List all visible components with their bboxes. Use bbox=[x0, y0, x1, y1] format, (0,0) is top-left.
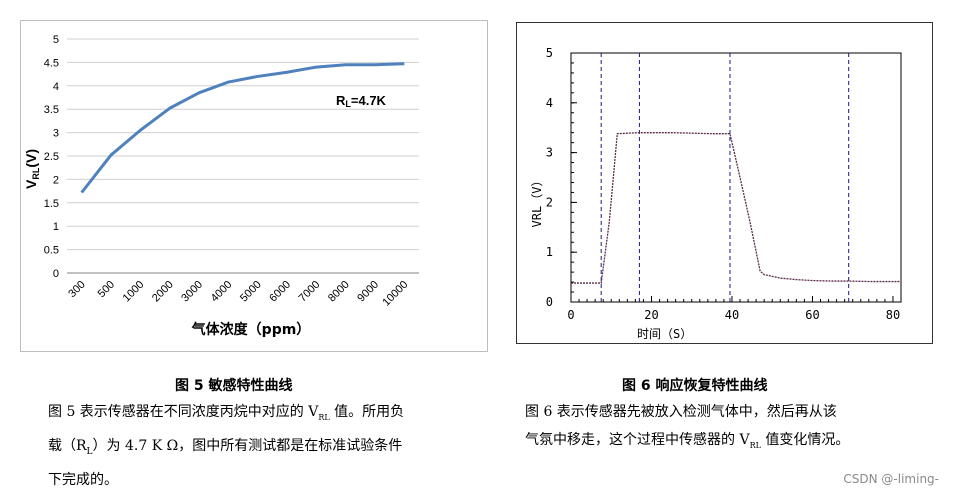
x-axis-label-right: 时间（S） bbox=[637, 327, 692, 341]
x-tick-label-left: 2000 bbox=[150, 279, 176, 305]
x-tick-label-left: 500 bbox=[96, 279, 117, 300]
caption-body-left: 图 5 表示传感器在不同浓度丙烷中对应的 VRL 值。所用负 载（RL）为 4.… bbox=[48, 398, 468, 494]
y-tick-label-right: 2 bbox=[546, 195, 553, 209]
x-tick-label-left: 9000 bbox=[355, 279, 381, 305]
chart-right-panel: 0 1 2 3 4 5 0 20 40 60 80 VRL（V） 时间（S） bbox=[516, 22, 933, 344]
y-tick-label-left: 4 bbox=[53, 81, 59, 93]
x-tick-label-left: 10000 bbox=[380, 279, 410, 309]
chart-left-svg: 0 0.5 1 1.5 2 2.5 3 3.5 4 4.5 5 300 500 1000 2000 3000… bbox=[23, 34, 419, 338]
x-tick-label-right: 80 bbox=[886, 308, 900, 322]
y-tick-label-right: 3 bbox=[546, 146, 553, 160]
y-tick-label-right: 1 bbox=[546, 245, 553, 259]
caption-right-line-1: 图 6 表示传感器先被放入检测气体中，然后再从该 bbox=[525, 404, 837, 420]
x-tick-label-left: 300 bbox=[66, 279, 87, 300]
caption-body-right: 图 6 表示传感器先被放入检测气体中，然后再从该 气氛中移走，这个过程中传感器的… bbox=[525, 398, 935, 460]
y-axis-label-left: VRL(V) bbox=[23, 149, 41, 189]
plot-frame-right bbox=[570, 52, 902, 303]
y-tick-label-left: 1.5 bbox=[44, 198, 59, 210]
series-line-right bbox=[571, 132, 901, 284]
y-tick-label-right: 5 bbox=[546, 46, 553, 60]
y-tick-label-left: 4.5 bbox=[44, 57, 59, 69]
x-axis-label-left: 气体浓度（ppm） bbox=[191, 321, 311, 338]
y-tick-label-left: 3.5 bbox=[44, 104, 59, 116]
x-tick-label-left: 3000 bbox=[179, 279, 205, 305]
caption-right-line-2: 气氛中移走，这个过程中传感器的 VRL 值变化情况。 bbox=[525, 432, 850, 450]
y-tick-label-left: 0.5 bbox=[44, 245, 59, 257]
x-tick-label-left: 7000 bbox=[297, 279, 323, 305]
x-tick-label-left: 5000 bbox=[238, 279, 264, 305]
x-tick-label-right: 0 bbox=[567, 308, 574, 322]
y-tick-label-left: 2 bbox=[53, 174, 59, 186]
x-tick-label-left: 8000 bbox=[326, 279, 352, 305]
watermark: CSDN @-liming- bbox=[843, 472, 939, 486]
x-tick-label-left: 1000 bbox=[121, 279, 147, 305]
x-tick-label-right: 40 bbox=[725, 308, 739, 322]
y-tick-label-left: 1 bbox=[53, 221, 59, 233]
x-tick-label-right: 20 bbox=[644, 308, 658, 322]
caption-left-line-3: 下完成的。 bbox=[48, 471, 118, 488]
caption-left-line-1: 图 5 表示传感器在不同浓度丙烷中对应的 VRL 值。所用负 bbox=[48, 404, 405, 422]
caption-title-right: 图 6 响应恢复特性曲线 bbox=[622, 378, 768, 394]
y-tick-label-left: 5 bbox=[53, 34, 59, 46]
x-tick-label-left: 4000 bbox=[209, 279, 235, 305]
chart-left-panel: 0 0.5 1 1.5 2 2.5 3 3.5 4 4.5 5 300 500 1000 2000 3000… bbox=[20, 20, 488, 352]
y-axis-label-right: VRL（V） bbox=[530, 175, 544, 228]
series-line-left bbox=[80, 62, 405, 194]
y-tick-label-right: 0 bbox=[546, 295, 553, 309]
y-tick-label-left: 3 bbox=[53, 128, 59, 140]
caption-left-line-2: 载（RL）为 4.7 K Ω，图中所有测试都是在标准试验条件 bbox=[48, 437, 403, 457]
y-tick-label-left: 2.5 bbox=[44, 151, 59, 163]
y-tick-label-left: 0 bbox=[53, 268, 59, 280]
caption-title-left: 图 5 敏感特性曲线 bbox=[175, 378, 293, 394]
x-tick-label-right: 60 bbox=[805, 308, 819, 322]
chart-right-svg: 0 1 2 3 4 5 0 20 40 60 80 VRL（V） 时间（S） bbox=[530, 46, 902, 341]
y-tick-label-right: 4 bbox=[546, 96, 553, 110]
annotation-rl: RL=4.7K bbox=[336, 93, 387, 109]
x-tick-label-left: 6000 bbox=[267, 279, 293, 305]
